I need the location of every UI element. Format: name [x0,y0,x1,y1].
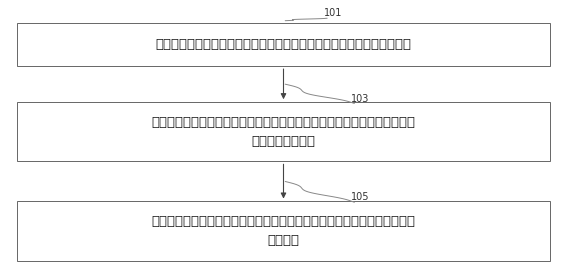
Text: 103: 103 [351,94,369,104]
Text: 利用第一业务数据样本训练第一级模型，识别得到目标类的第一业务节点: 利用第一业务数据样本训练第一级模型，识别得到目标类的第一业务节点 [155,38,412,51]
Text: 101: 101 [324,8,342,18]
FancyBboxPatch shape [17,102,550,161]
Text: 利用所述第一业务节点关联的第二业务数据样本和所述业务特征数据训练第
二级模型: 利用所述第一业务节点关联的第二业务数据样本和所述业务特征数据训练第 二级模型 [151,215,416,247]
FancyBboxPatch shape [17,23,550,66]
Text: 105: 105 [351,192,369,202]
FancyBboxPatch shape [17,201,550,261]
Text: 从所述第一业务数据样本中获取与所述第一业务节点存在业务关联的特征主
体的业务特征数据: 从所述第一业务数据样本中获取与所述第一业务节点存在业务关联的特征主 体的业务特征… [151,116,416,148]
